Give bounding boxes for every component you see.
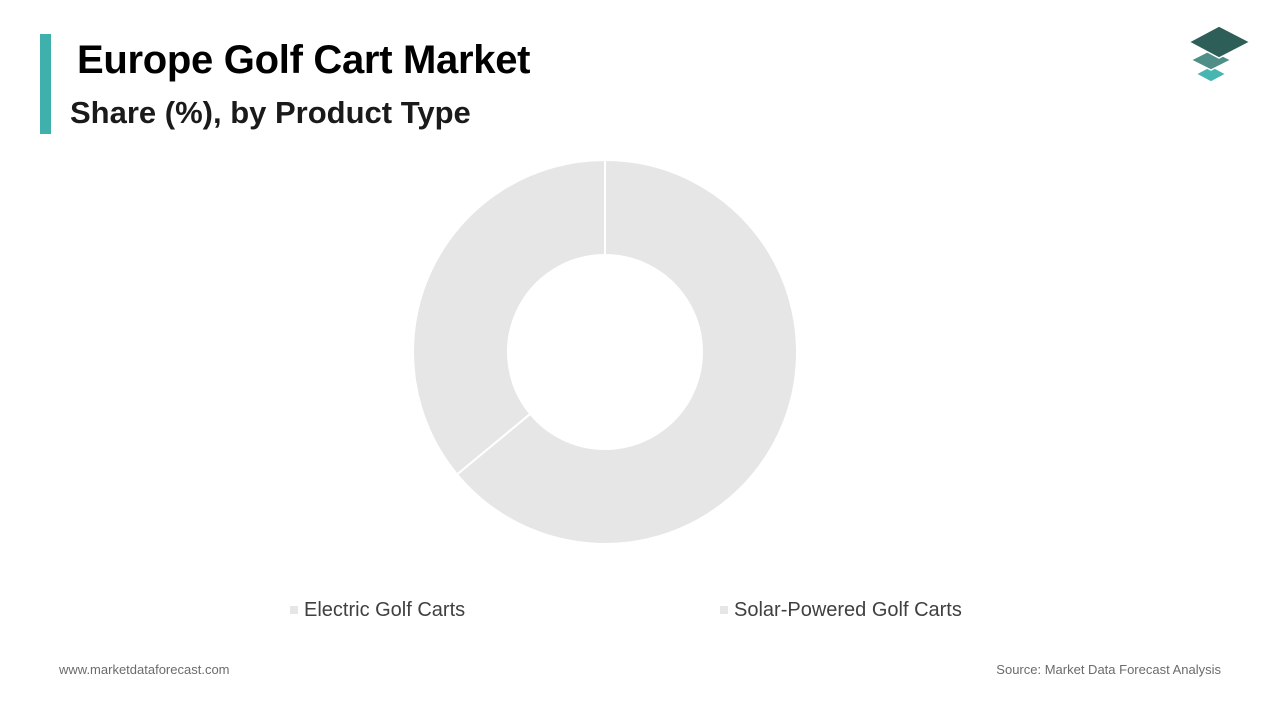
- donut-slice-electric: [455, 158, 798, 545]
- legend-item-solar: Solar-Powered Golf Carts: [720, 598, 962, 622]
- legend-item-electric: Electric Golf Carts: [290, 598, 465, 622]
- legend-swatch-electric: [290, 606, 298, 614]
- layered-stack-logo-icon: [1187, 25, 1252, 83]
- donut-chart: [412, 158, 798, 545]
- legend-label-electric: Electric Golf Carts: [304, 598, 466, 621]
- footer-website: www.marketdataforecast.com: [59, 662, 230, 677]
- footer-source: Source: Market Data Forecast Analysis: [996, 662, 1221, 677]
- page-title: Europe Golf Cart Market: [77, 38, 531, 82]
- legend-label-solar: Solar-Powered Golf Carts: [734, 598, 962, 621]
- legend-swatch-solar: [720, 606, 728, 614]
- page-subtitle: Share (%), by Product Type: [70, 95, 471, 130]
- donut-slice-solar: [412, 158, 606, 476]
- title-accent-bar: [40, 34, 51, 134]
